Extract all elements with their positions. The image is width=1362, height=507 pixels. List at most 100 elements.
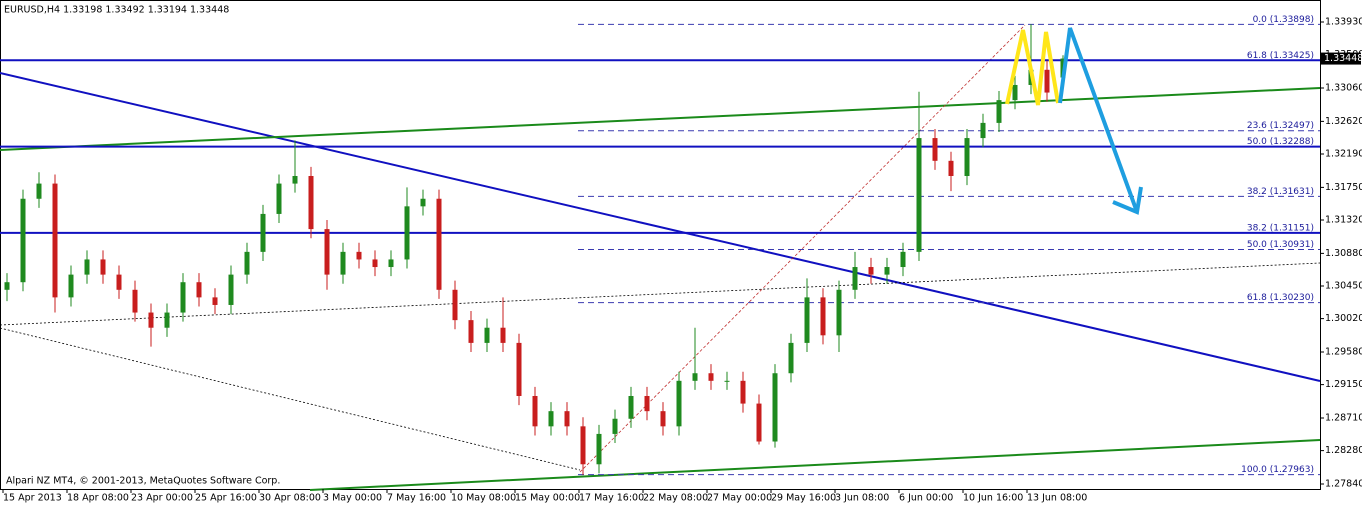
candle-body <box>404 206 410 260</box>
candle-body <box>660 411 666 427</box>
candle-body <box>868 267 874 275</box>
candle-body <box>644 395 650 412</box>
y-tick-label: 1.29150 <box>1325 379 1362 390</box>
candle-body <box>132 289 138 313</box>
y-tick-label: 1.33060 <box>1325 82 1362 93</box>
y-tick-label: 1.31320 <box>1325 214 1362 225</box>
candle-body <box>388 259 394 268</box>
x-tick-label: 30 Apr 08:00 <box>259 493 321 504</box>
x-tick-label: 10 May 08:00 <box>451 493 516 504</box>
candle-body <box>260 213 266 252</box>
x-tick-label: 17 May 16:00 <box>579 493 644 504</box>
candle-body <box>628 395 634 419</box>
candle-body <box>52 183 58 298</box>
candle-body <box>36 183 42 199</box>
candle-body <box>468 320 474 343</box>
candle-body <box>228 274 234 305</box>
trend-line <box>0 72 1321 382</box>
candle-body <box>852 267 858 290</box>
candle-body <box>932 138 938 161</box>
candle-body <box>100 259 106 275</box>
candle-body <box>676 380 682 427</box>
trend-line <box>0 327 581 471</box>
w-pattern <box>1005 29 1060 106</box>
x-tick-label: 22 May 08:00 <box>643 493 708 504</box>
price-marker-label: 1.33448 <box>1324 53 1362 64</box>
y-tick-label: 1.30880 <box>1325 248 1362 259</box>
x-tick-label: 18 Apr 08:00 <box>67 493 129 504</box>
trend-line <box>309 439 1321 491</box>
y-tick-label: 1.31750 <box>1325 182 1362 193</box>
x-tick-label: 13 Jun 08:00 <box>1027 493 1087 504</box>
x-tick-label: 27 May 00:00 <box>707 493 772 504</box>
level-label: 38.2 (1.31151) <box>1247 223 1314 233</box>
candle-body <box>964 138 970 176</box>
candle-body <box>900 251 906 268</box>
footer: Alpari NZ MT4, © 2001-2013, MetaQuotes S… <box>6 476 280 487</box>
candle-body <box>596 433 602 465</box>
arrow-head <box>1112 186 1143 215</box>
y-tick-label: 1.32190 <box>1325 148 1362 159</box>
candle-body <box>548 411 554 427</box>
candle-body <box>1012 84 1018 101</box>
x-tick-label: 3 May 00:00 <box>323 493 382 504</box>
candle-body <box>884 267 890 275</box>
x-tick-label: 23 Apr 00:00 <box>131 493 193 504</box>
x-tick-label: 3 Jun 08:00 <box>835 493 889 504</box>
candle-body <box>612 418 618 434</box>
candle-body <box>532 395 538 427</box>
trend-line <box>0 87 1321 151</box>
candle-body <box>580 426 586 465</box>
candle-body <box>20 198 26 283</box>
candle-body <box>836 289 842 336</box>
y-tick-label: 1.28280 <box>1325 445 1362 456</box>
x-tick-label: 25 Apr 16:00 <box>195 493 257 504</box>
level-label: 50.0 (1.30931) <box>1247 240 1314 250</box>
level-label: 100.0 (1.27963) <box>1241 465 1314 475</box>
candle-body <box>308 175 314 230</box>
candle-body <box>740 380 746 404</box>
annotations <box>1005 27 1143 215</box>
candle-body <box>196 282 202 298</box>
x-tick-label: 29 May 16:00 <box>771 493 836 504</box>
y-tick-label: 1.28710 <box>1325 412 1362 423</box>
candle-body <box>212 297 218 305</box>
trend-line <box>0 262 1321 326</box>
candle-body <box>1044 69 1050 93</box>
y-tick-label: 1.33930 <box>1325 16 1362 27</box>
x-tick-label: 10 Jun 16:00 <box>963 493 1023 504</box>
candle-body <box>244 251 250 275</box>
candle-body <box>84 259 90 275</box>
candle-body <box>980 122 986 139</box>
candle-body <box>116 274 122 290</box>
candle-body <box>996 100 1002 123</box>
candle-body <box>916 138 922 252</box>
candle-body <box>772 373 778 442</box>
candle-body <box>148 312 154 328</box>
fib-baseline <box>579 24 1026 473</box>
candle-body <box>324 229 330 275</box>
x-tick-label: 6 Jun 00:00 <box>899 493 953 504</box>
y-tick-label: 1.29580 <box>1325 346 1362 357</box>
candle-body <box>4 282 10 290</box>
price-marker <box>1321 52 1361 65</box>
level-label: 23.6 (1.32497) <box>1247 121 1314 131</box>
candle-body <box>500 327 506 343</box>
y-tick-label: 1.32620 <box>1325 116 1362 127</box>
candles <box>4 24 1066 475</box>
candle-body <box>804 297 810 343</box>
candle-body <box>484 327 490 343</box>
candle-body <box>292 175 298 184</box>
y-tick-label: 1.30020 <box>1325 313 1362 324</box>
candle-body <box>452 289 458 321</box>
candle-body <box>356 251 362 260</box>
candle-body <box>756 403 762 442</box>
y-tick-label: 1.30450 <box>1325 280 1362 291</box>
level-label: 0.0 (1.33898) <box>1253 15 1314 25</box>
plot-frame <box>0 0 1321 490</box>
candle-body <box>692 373 698 381</box>
x-tick-label: 15 Apr 2013 <box>3 493 62 504</box>
candle-body <box>276 183 282 214</box>
x-tick-label: 7 May 16:00 <box>387 493 446 504</box>
candle-body <box>164 312 170 328</box>
